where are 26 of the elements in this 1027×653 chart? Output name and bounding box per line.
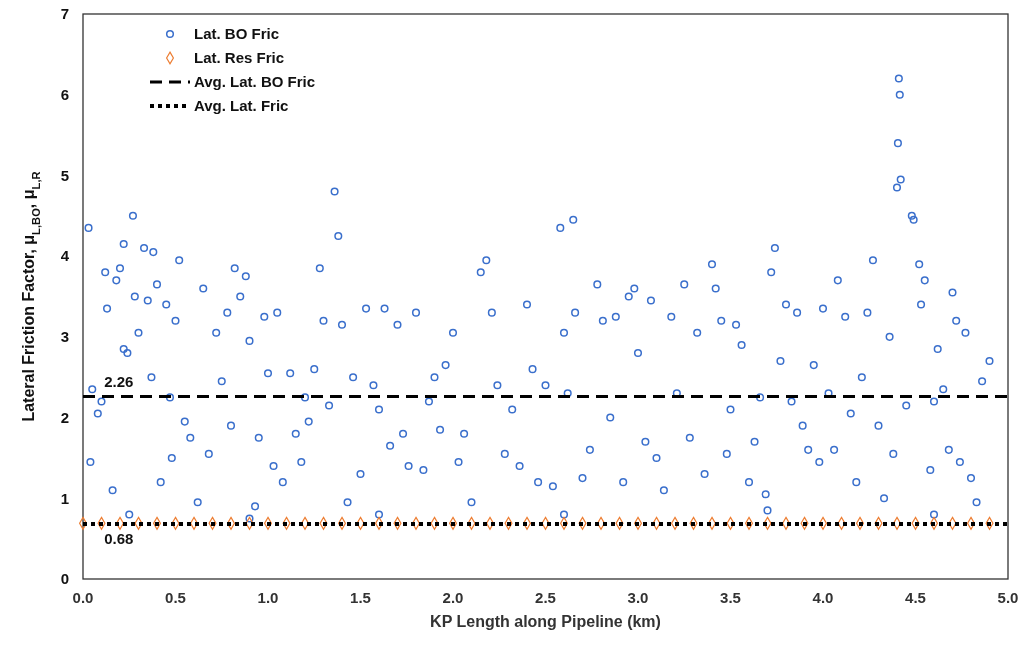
y-tick-label: 2	[60, 408, 69, 426]
x-tick-label: 2.5	[535, 589, 556, 606]
y-tick-label: 4	[60, 247, 70, 265]
x-tick-label: 0.0	[72, 589, 94, 606]
y-tick-label: 0	[60, 570, 69, 588]
y-tick-label: 3	[60, 328, 69, 346]
legend-label: Lat. BO Fric	[194, 25, 280, 43]
legend-label: Avg. Lat. BO Fric	[194, 73, 316, 91]
x-tick-label: 1.0	[257, 589, 279, 606]
x-tick-label: 1.5	[350, 589, 371, 606]
x-tick-label: 2.0	[442, 589, 464, 606]
x-tick-label: 3.0	[627, 589, 649, 606]
y-tick-label: 5	[60, 166, 69, 184]
y-tick-label: 1	[60, 489, 69, 507]
x-tick-label: 4.0	[812, 589, 834, 606]
y-tick-label: 7	[60, 5, 69, 23]
x-tick-label: 3.5	[720, 589, 741, 606]
x-tick-label: 0.5	[165, 589, 186, 606]
x-axis-title: KP Length along Pipeline (km)	[430, 613, 661, 630]
x-tick-label: 4.5	[905, 589, 926, 606]
y-tick-label: 6	[60, 85, 69, 103]
annotation: 2.26	[104, 372, 134, 390]
legend-label: Avg. Lat. Fric	[194, 97, 289, 115]
x-tick-label: 5.0	[997, 589, 1019, 606]
annotation: 0.68	[104, 530, 134, 548]
legend-label: Lat. Res Fric	[194, 49, 285, 67]
